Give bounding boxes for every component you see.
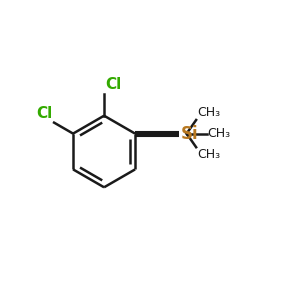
Text: Cl: Cl bbox=[105, 77, 122, 92]
Text: Si: Si bbox=[181, 124, 199, 142]
Text: Cl: Cl bbox=[37, 106, 53, 121]
Text: CH₃: CH₃ bbox=[197, 106, 220, 119]
Text: CH₃: CH₃ bbox=[208, 127, 231, 140]
Text: CH₃: CH₃ bbox=[197, 148, 220, 161]
